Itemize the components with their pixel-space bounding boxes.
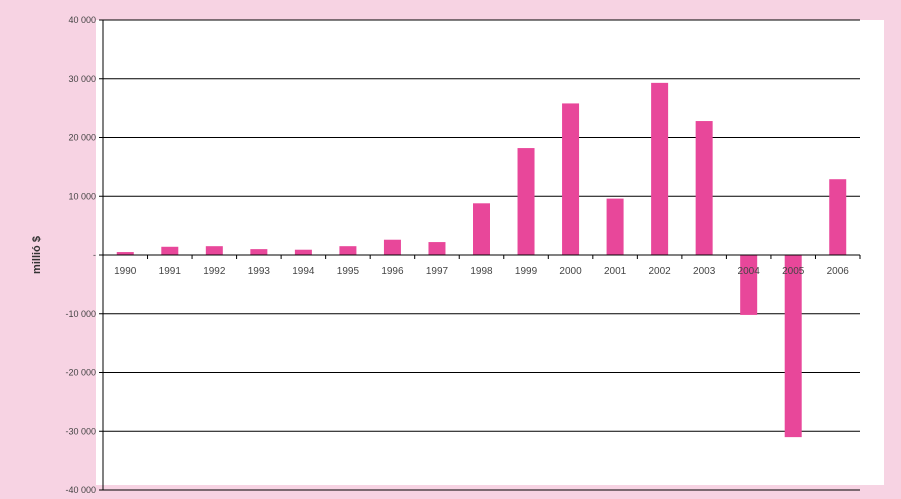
x-tick-label: 2004: [738, 266, 761, 277]
x-tick-label: 2001: [604, 266, 627, 277]
bar-1995: [339, 246, 357, 255]
x-tick-label: 1991: [159, 266, 182, 277]
bar-2006: [829, 179, 847, 255]
x-tick-label: 1993: [248, 266, 271, 277]
x-tick-label: 1992: [203, 266, 226, 277]
bar-2005: [784, 255, 802, 438]
y-tick-label: -10 000: [65, 309, 96, 319]
bar-1998: [473, 203, 490, 255]
x-tick-label: 1999: [515, 266, 538, 277]
bar-1993: [250, 249, 268, 255]
x-tick-label: 1995: [337, 266, 360, 277]
x-tick-label: 1994: [292, 266, 315, 277]
bar-1991: [161, 246, 179, 255]
bar-1994: [294, 249, 312, 255]
bar-2000: [562, 103, 580, 255]
x-tick-label: 2005: [782, 266, 805, 277]
x-tick-label: 1997: [426, 266, 449, 277]
bar-2001: [606, 198, 624, 255]
y-tick-label: -30 000: [65, 426, 96, 436]
x-tick-label: 1998: [470, 266, 493, 277]
bar-2002: [651, 82, 669, 255]
bar-2003: [695, 121, 713, 255]
x-tick-label: 2000: [559, 266, 582, 277]
bar-1997: [428, 242, 446, 255]
y-axis-label: millió $: [31, 236, 43, 274]
y-tick-label: 10 000: [68, 191, 96, 201]
x-tick-label: 2003: [693, 266, 716, 277]
bar-1999: [517, 148, 535, 255]
bar-2004: [740, 255, 758, 315]
y-tick-label: 20 000: [68, 133, 96, 143]
y-tick-label: -40 000: [65, 485, 96, 495]
bar-1990: [116, 252, 134, 255]
bar-1992: [205, 246, 223, 255]
x-tick-label: 2002: [648, 266, 671, 277]
x-tick-label: 2006: [827, 266, 850, 277]
y-tick-label: 40 000: [68, 15, 96, 25]
y-tick-label: 30 000: [68, 74, 96, 84]
y-tick-label: -: [93, 250, 96, 260]
x-tick-label: 1996: [381, 266, 404, 277]
bar-1996: [383, 239, 401, 255]
x-tick-label: 1990: [114, 266, 137, 277]
y-tick-label: -20 000: [65, 368, 96, 378]
